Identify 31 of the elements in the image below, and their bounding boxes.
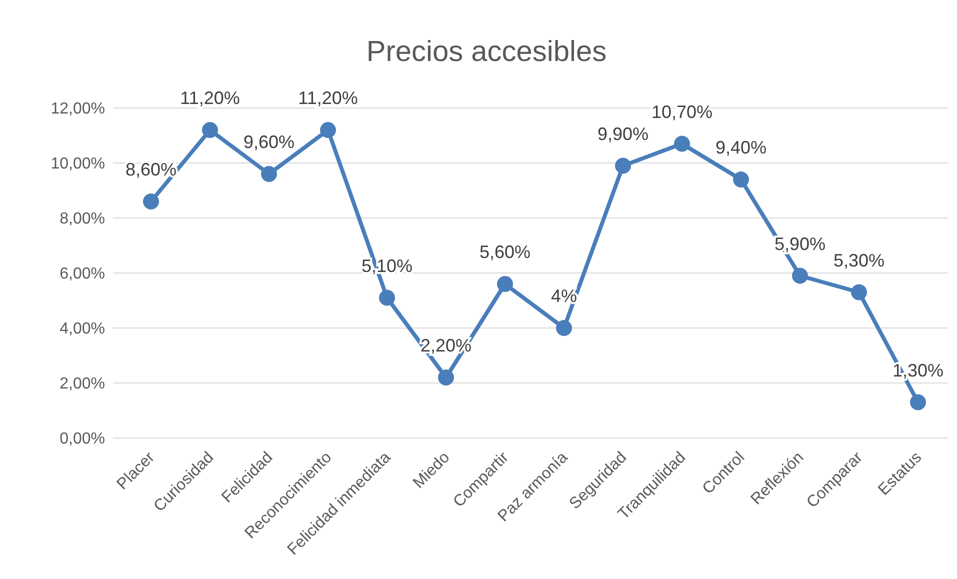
- point: [792, 268, 808, 284]
- point: [261, 166, 277, 182]
- data-label: 10,70%: [651, 102, 713, 122]
- data-label: 5,30%: [833, 250, 885, 270]
- point: [556, 320, 572, 336]
- y-tick-label: 8,00%: [60, 210, 105, 228]
- y-tick-label: 10,00%: [50, 156, 105, 173]
- chart-title: Precios accesibles: [365, 36, 608, 69]
- y-tick-label: 6,00%: [60, 266, 105, 283]
- data-label: 9,60%: [243, 132, 295, 152]
- point: [910, 394, 926, 410]
- point: [615, 158, 631, 174]
- point: [202, 122, 218, 138]
- data-label: 8,60%: [125, 160, 177, 180]
- point: [851, 284, 867, 300]
- y-tick-label: 2,00%: [60, 376, 105, 393]
- data-label: 11,20%: [180, 88, 240, 108]
- y-tick-label: 4,00%: [60, 320, 105, 338]
- point: [497, 276, 513, 292]
- point: [733, 172, 749, 188]
- point: [320, 122, 336, 138]
- point: [379, 290, 395, 306]
- y-tick-label: 12,00%: [50, 100, 105, 118]
- point: [143, 194, 159, 210]
- point: [438, 370, 454, 386]
- y-tick-label: 0,00%: [60, 430, 105, 448]
- point: [674, 136, 690, 152]
- data-label: 5,60%: [479, 242, 531, 262]
- data-label: 9,40%: [715, 138, 767, 158]
- data-label: 9,90%: [597, 124, 649, 144]
- data-label: 11,20%: [298, 88, 358, 108]
